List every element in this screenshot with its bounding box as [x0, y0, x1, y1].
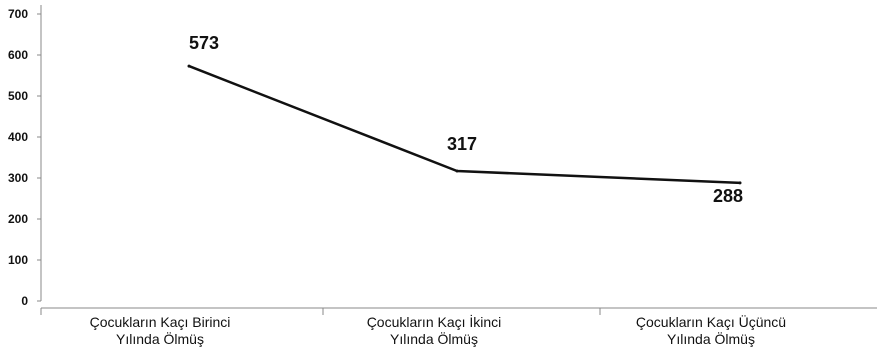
series-line — [187, 64, 742, 185]
x-category-label: Yılında Ölmüş — [667, 330, 755, 347]
y-axis: 0 100 200 300 400 500 600 700 — [8, 5, 42, 308]
y-tick-label: 700 — [8, 7, 28, 21]
x-category-label: Çocukların Kaçı Üçüncü — [636, 313, 786, 330]
x-category-label: Yılında Ölmüş — [116, 330, 204, 347]
x-category-label: Çocukların Kaçı İkinci — [367, 313, 502, 330]
y-tick-label: 500 — [8, 89, 28, 103]
data-point — [455, 169, 459, 173]
x-category-label: Çocukların Kaçı Birinci — [90, 314, 231, 330]
data-labels: 573 317 288 — [189, 33, 743, 206]
data-label: 288 — [713, 186, 743, 206]
y-tick-label: 100 — [8, 253, 28, 267]
data-label: 317 — [447, 134, 477, 154]
y-tick-label: 600 — [8, 48, 28, 62]
data-point — [187, 64, 191, 68]
series — [187, 64, 742, 185]
data-point — [738, 181, 742, 185]
x-category-label: Yılında Ölmüş — [390, 330, 478, 347]
y-tick-label: 400 — [8, 130, 28, 144]
y-tick-label: 300 — [8, 171, 28, 185]
y-tick-label: 200 — [8, 212, 28, 226]
data-label: 573 — [189, 33, 219, 53]
y-tick-label: 0 — [21, 294, 28, 308]
